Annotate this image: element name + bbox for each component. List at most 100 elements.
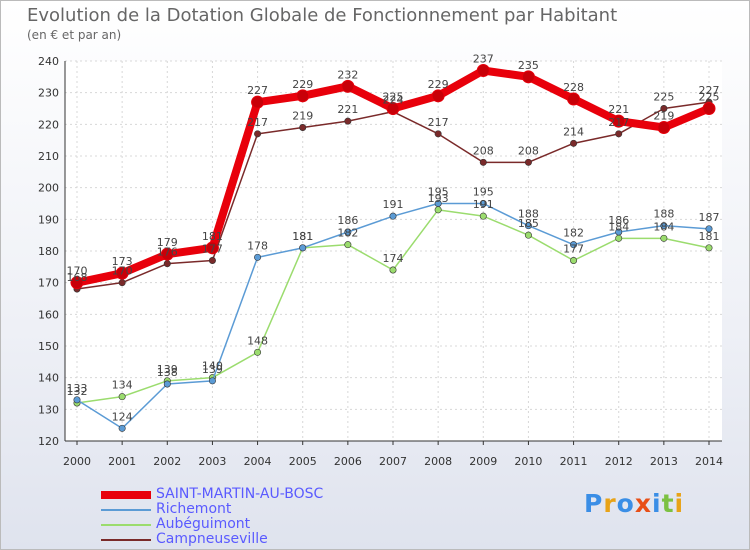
series-1-label-2012: 186 — [608, 214, 629, 227]
y-tick-label-160: 160 — [38, 308, 59, 321]
logo-letter: t — [661, 489, 675, 518]
y-tick-label-170: 170 — [38, 277, 59, 290]
series-3-point-2003 — [208, 256, 216, 264]
y-tick-label-120: 120 — [38, 435, 59, 448]
chart-title: Evolution de la Dotation Globale de Fonc… — [27, 5, 618, 26]
series-2-point-2007 — [389, 266, 397, 274]
series-3-point-2011 — [570, 139, 578, 147]
series-2-point-2006 — [344, 241, 352, 249]
logo-letter: P — [584, 489, 604, 518]
series-1-point-2013 — [660, 222, 668, 230]
x-tick-label-2002: 2002 — [153, 455, 181, 468]
logo-letter: r — [603, 489, 617, 518]
series-0-point-2001 — [115, 266, 129, 280]
series-2-label-2009: 191 — [473, 198, 494, 211]
series-1-point-2012 — [615, 228, 623, 236]
x-tick-label-2010: 2010 — [514, 455, 542, 468]
series-2-label-2000: 132 — [67, 385, 88, 398]
series-1-point-2010 — [524, 222, 532, 230]
y-tick-label-140: 140 — [38, 372, 59, 385]
y-tick-label-190: 190 — [38, 213, 59, 226]
series-3-label-2005: 219 — [292, 110, 313, 123]
logo-letter: i — [652, 489, 662, 518]
series-2-label-2002: 139 — [157, 363, 178, 376]
series-0-point-2002 — [160, 247, 174, 261]
series-0-label-2004: 227 — [247, 84, 268, 97]
series-0-point-2000 — [70, 276, 84, 290]
legend-item-2: Aubéguimont — [101, 517, 323, 532]
series-3-point-2009 — [479, 158, 487, 166]
series-1-label-2006: 186 — [337, 214, 358, 227]
series-2-label-2014: 181 — [699, 230, 720, 243]
proxiti-logo: Proxiti — [584, 489, 684, 518]
logo-letter: o — [616, 489, 635, 518]
x-tick-label-2008: 2008 — [424, 455, 452, 468]
series-0-label-2010: 235 — [518, 59, 539, 72]
series-0-point-2010 — [521, 70, 535, 84]
series-2-label-2013: 184 — [653, 220, 674, 233]
y-tick-label-130: 130 — [38, 403, 59, 416]
y-tick-label-240: 240 — [38, 55, 59, 68]
series-0-label-2002: 179 — [157, 236, 178, 249]
legend-swatch-2 — [101, 523, 151, 526]
series-1-point-2005 — [299, 244, 307, 252]
series-1-label-2011: 182 — [563, 227, 584, 240]
series-0-point-2003 — [205, 241, 219, 255]
series-3-point-2005 — [299, 124, 307, 132]
series-2-point-2008 — [434, 206, 442, 214]
series-0-point-2014 — [702, 102, 716, 115]
line-chart: 120 130 140 150 160 170 180 190 200 210 220 230 240 2… — [38, 53, 723, 469]
series-1-point-2011 — [570, 241, 578, 249]
series-2-label-2010: 185 — [518, 217, 539, 230]
series-1-label-2000: 133 — [67, 382, 88, 395]
series-3-label-2000: 168 — [67, 271, 88, 284]
series-3-point-2012 — [615, 130, 623, 138]
series-2-point-2014 — [705, 244, 713, 252]
series-2-label-2011: 177 — [563, 243, 584, 256]
series-1-point-2003 — [208, 377, 216, 385]
series-2-label-2008: 193 — [428, 192, 449, 205]
y-tick-label-220: 220 — [38, 118, 59, 131]
series-1-point-2004 — [254, 253, 262, 261]
series-0-point-2012 — [612, 114, 626, 128]
logo-letter: x — [634, 489, 652, 518]
series-3-point-2006 — [344, 117, 352, 125]
series-0-label-2008: 229 — [428, 78, 449, 91]
series-1-point-2006 — [344, 228, 352, 236]
series-2-point-2009 — [479, 212, 487, 220]
series-3-point-2002 — [163, 260, 171, 268]
x-tick-label-2011: 2011 — [560, 455, 588, 468]
series-1-label-2008: 195 — [428, 186, 449, 199]
legend: SAINT-MARTIN-AU-BOSC Richemont Aubéguimont… — [101, 487, 323, 547]
series-0-label-2013: 219 — [653, 110, 674, 123]
series-3-label-2012: 217 — [608, 116, 629, 129]
y-tick-label-210: 210 — [38, 150, 59, 163]
series-3-point-2010 — [524, 158, 532, 166]
series-0-label-2012: 221 — [608, 103, 629, 116]
series-0-label-2011: 228 — [563, 81, 584, 94]
legend-item-3: Campneuseville — [101, 532, 323, 547]
legend-label-3: Campneuseville — [156, 531, 268, 547]
series-1-label-2002: 138 — [157, 366, 178, 379]
series-3-label-2007: 224 — [383, 94, 404, 107]
x-tick-label-2007: 2007 — [379, 455, 407, 468]
series-0-label-2007: 225 — [383, 91, 404, 104]
legend-item-0: SAINT-MARTIN-AU-BOSC — [101, 487, 323, 502]
series-3-label-2003: 177 — [202, 243, 223, 256]
series-0-point-2013 — [657, 121, 671, 134]
y-tick-label-230: 230 — [38, 87, 59, 100]
series-3-label-2011: 214 — [563, 125, 584, 138]
series-0-label-2003: 181 — [202, 230, 223, 243]
series-3-label-2013: 225 — [653, 91, 674, 104]
series-2-label-2001: 134 — [112, 379, 133, 392]
series-1-label-2010: 188 — [518, 208, 539, 221]
series-0-label-2005: 229 — [292, 78, 313, 91]
series-1-point-2009 — [479, 200, 487, 208]
series-2-point-2004 — [254, 348, 262, 356]
series-1-label-2007: 191 — [383, 198, 404, 211]
legend-label-2: Aubéguimont — [156, 516, 251, 532]
series-3-label-2008: 217 — [428, 116, 449, 129]
series-0-point-2005 — [296, 89, 310, 103]
series-2-label-2006: 182 — [337, 227, 358, 240]
